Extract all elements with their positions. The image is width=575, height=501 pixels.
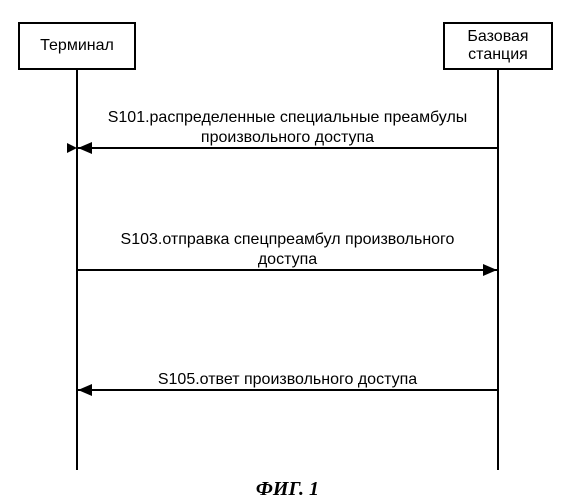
msg-s105-line1: S105.ответ произвольного доступа	[80, 370, 495, 390]
msg-s101-line1: S101.распределенные специальные преамбул…	[80, 108, 495, 128]
sequence-diagram: Терминал Базовая станция S101.	[0, 0, 575, 500]
msg-s103-line2: доступа	[80, 250, 495, 270]
msg-s101-line2: произвольного доступа	[80, 128, 495, 148]
msg-s101: S101.распределенные специальные преамбул…	[80, 108, 495, 148]
msg-s103: S103.отправка спецпреамбул произвольного…	[80, 230, 495, 270]
figure-caption-text: ФИГ. 1	[256, 478, 319, 500]
figure-caption: ФИГ. 1	[0, 478, 575, 501]
msg-s103-line1: S103.отправка спецпреамбул произвольного	[80, 230, 495, 250]
msg-s105: S105.ответ произвольного доступа	[80, 370, 495, 390]
